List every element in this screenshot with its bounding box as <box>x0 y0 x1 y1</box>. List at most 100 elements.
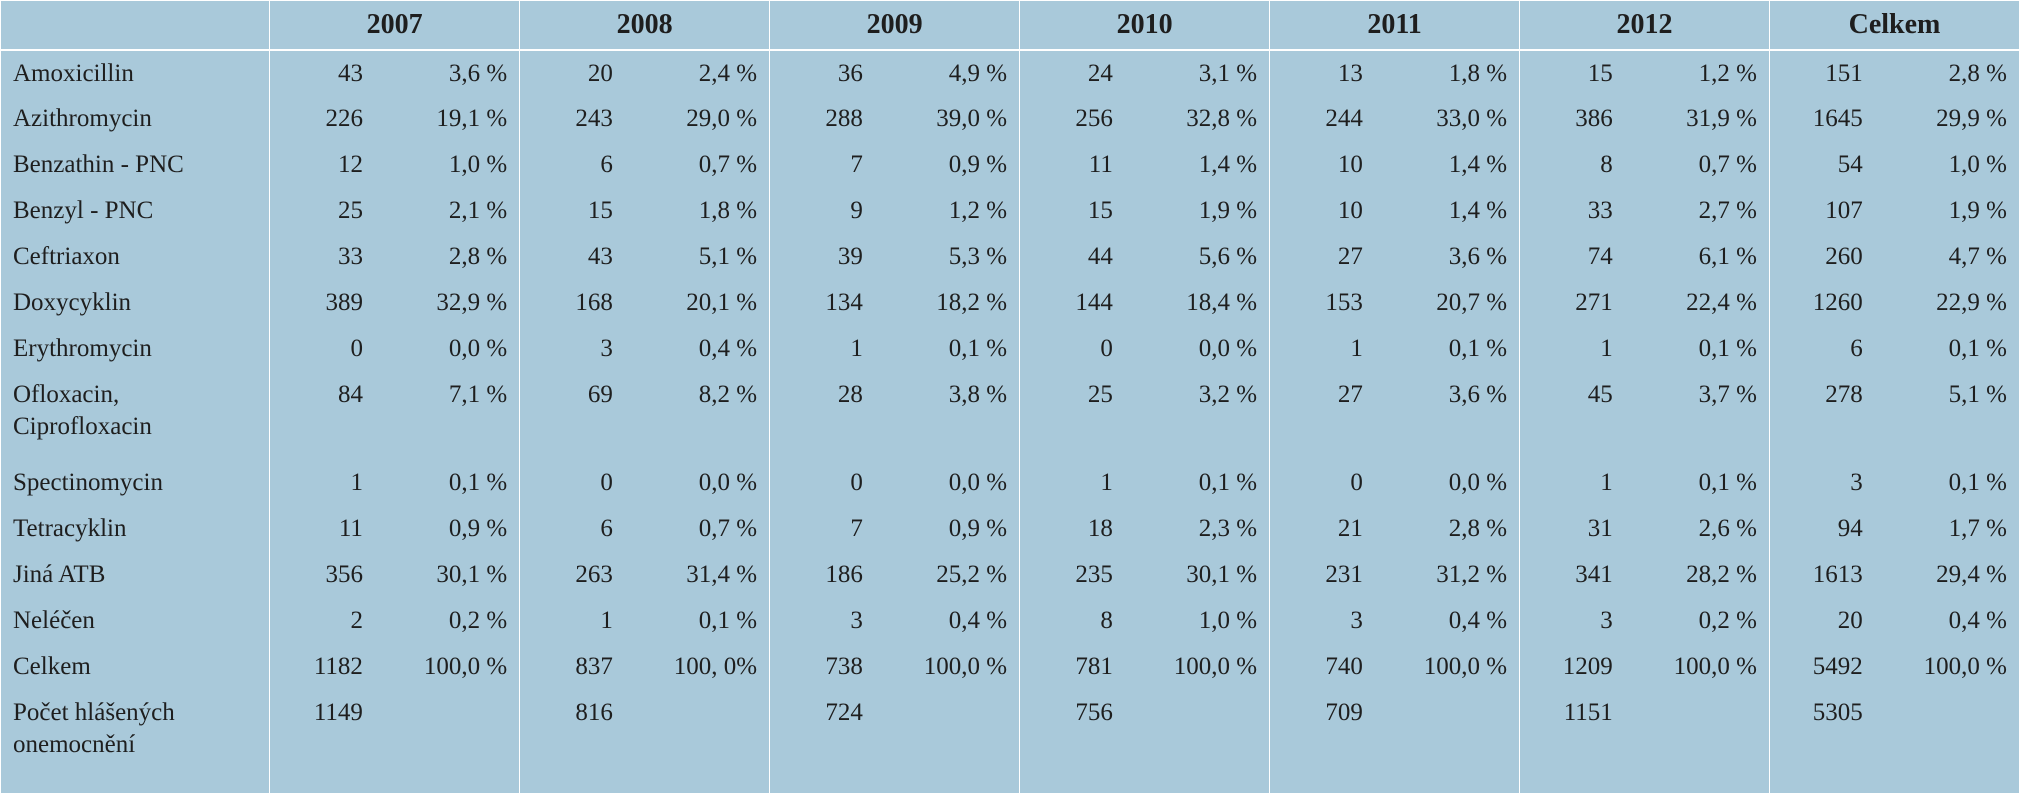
count-cell: 837 <box>575 653 613 680</box>
count-cell: 15 <box>587 197 613 224</box>
row-label: Počet hlášených onemocnění <box>0 690 271 793</box>
table-row: Doxycyklin 389 32,9 % 168 20,1 % 134 18,2 % 144… <box>0 280 2020 326</box>
row-label-line: Celkem <box>13 653 91 680</box>
percent-cell: 0,1 % <box>1874 460 2020 506</box>
percent-cell: 0,1 % <box>1374 326 1521 372</box>
count-cell: 18 <box>1087 515 1113 542</box>
row-label-line: Amoxicillin <box>13 60 134 87</box>
row-label-line: Ofloxacin, <box>13 381 120 408</box>
count-cell: 6 <box>600 151 613 178</box>
count-cell: 11 <box>1088 151 1113 178</box>
percent-cell: 7,1 % <box>374 372 521 460</box>
count-cell: 816 <box>575 699 613 726</box>
count-cell: 724 <box>825 699 863 726</box>
count-cell: 1 <box>1600 469 1613 496</box>
count-cell: 27 <box>1337 381 1363 408</box>
row-label: Benzathin - PNC <box>0 142 271 188</box>
count-cell: 12 <box>337 151 363 178</box>
header-year-2007: 2007 <box>269 0 521 51</box>
count-cell: 341 <box>1575 561 1613 588</box>
row-label: Tetracyklin <box>0 506 271 552</box>
count-cell: 6 <box>1850 335 1863 362</box>
percent-cell: 1,7 % <box>1874 506 2020 552</box>
percent-cell: 25,2 % <box>874 552 1021 598</box>
count-cell: 144 <box>1075 289 1113 316</box>
percent-cell: 29,4 % <box>1874 552 2020 598</box>
count-cell: 263 <box>575 561 613 588</box>
percent-cell: 2,8 % <box>374 234 521 280</box>
row-label: Neléčen <box>0 598 271 644</box>
count-cell: 1 <box>1350 335 1363 362</box>
count-cell: 288 <box>825 105 863 132</box>
count-cell: 386 <box>1575 105 1613 132</box>
header-year-2011: 2011 <box>1269 0 1521 51</box>
count-cell: 25 <box>1087 381 1113 408</box>
percent-cell <box>1874 690 2020 793</box>
percent-cell: 31,2 % <box>1374 552 1521 598</box>
table-row: Azithromycin 226 19,1 % 243 29,0 % 288 39,0 % 2… <box>0 96 2020 142</box>
percent-cell: 1,8 % <box>624 188 771 234</box>
percent-cell: 100,0 % <box>374 644 521 690</box>
percent-cell: 0,2 % <box>374 598 521 644</box>
count-cell: 389 <box>325 289 363 316</box>
percent-cell: 18,2 % <box>874 280 1021 326</box>
percent-cell: 20,7 % <box>1374 280 1521 326</box>
percent-cell: 2,3 % <box>1124 506 1271 552</box>
count-cell: 43 <box>337 60 363 87</box>
count-cell: 1260 <box>1812 289 1863 316</box>
count-cell: 25 <box>337 197 363 224</box>
row-label-line: Doxycyklin <box>13 289 132 316</box>
percent-cell: 0,2 % <box>1624 598 1770 644</box>
count-cell: 1209 <box>1562 653 1613 680</box>
header-year-2010: 2010 <box>1019 0 1271 51</box>
percent-cell: 0,4 % <box>624 326 771 372</box>
count-cell: 3 <box>1350 607 1363 634</box>
table-row: Benzathin - PNC 12 1,0 % 6 0,7 % 7 0,9 % 11 1,4 … <box>0 142 2020 188</box>
count-cell: 256 <box>1075 105 1113 132</box>
count-cell: 740 <box>1325 653 1363 680</box>
percent-cell: 0,1 % <box>1124 460 1271 506</box>
count-cell: 1182 <box>313 653 363 680</box>
count-cell: 1 <box>1100 469 1113 496</box>
percent-cell: 1,0 % <box>1874 142 2020 188</box>
count-cell: 84 <box>337 381 363 408</box>
percent-cell <box>1124 690 1271 793</box>
count-cell: 3 <box>1850 469 1863 496</box>
percent-cell: 3,6 % <box>1374 234 1521 280</box>
percent-cell: 0,9 % <box>874 142 1021 188</box>
percent-cell: 33,0 % <box>1374 96 1521 142</box>
row-label-line: onemocnění <box>13 731 136 758</box>
percent-cell: 32,9 % <box>374 280 521 326</box>
header-corner <box>0 0 271 51</box>
percent-cell: 0,7 % <box>624 142 771 188</box>
count-cell: 27 <box>1337 243 1363 270</box>
percent-cell: 0,1 % <box>1624 460 1770 506</box>
percent-cell: 3,8 % <box>874 372 1021 460</box>
count-cell: 1151 <box>1563 699 1613 726</box>
count-cell: 31 <box>1587 515 1613 542</box>
count-cell: 9 <box>850 197 863 224</box>
percent-cell <box>374 690 521 793</box>
percent-cell: 100, 0% <box>624 644 771 690</box>
count-cell: 44 <box>1087 243 1113 270</box>
percent-cell: 2,8 % <box>1874 50 2020 96</box>
count-cell: 45 <box>1587 381 1613 408</box>
header-total: Celkem <box>1769 0 2020 51</box>
count-cell: 0 <box>850 469 863 496</box>
percent-cell: 19,1 % <box>374 96 521 142</box>
percent-cell: 100,0 % <box>1374 644 1521 690</box>
table-row: Benzyl - PNC 25 2,1 % 15 1,8 % 9 1,2 % 15 1,9 % 1… <box>0 188 2020 234</box>
count-cell: 94 <box>1837 515 1863 542</box>
row-label: Jiná ATB <box>0 552 271 598</box>
count-cell: 74 <box>1587 243 1613 270</box>
percent-cell: 28,2 % <box>1624 552 1770 598</box>
percent-cell: 1,0 % <box>374 142 521 188</box>
header-row: 2007 2008 2009 2010 2011 2012 Celkem <box>0 0 2020 51</box>
count-cell: 1 <box>1600 335 1613 362</box>
row-label: Spectinomycin <box>0 460 271 506</box>
percent-cell: 18,4 % <box>1124 280 1271 326</box>
table-row: Amoxicillin 43 3,6 % 20 2,4 % 36 4,9 % 24 3,1 % 1… <box>0 50 2020 96</box>
row-label-line: Azithromycin <box>13 105 152 132</box>
count-cell: 186 <box>825 561 863 588</box>
